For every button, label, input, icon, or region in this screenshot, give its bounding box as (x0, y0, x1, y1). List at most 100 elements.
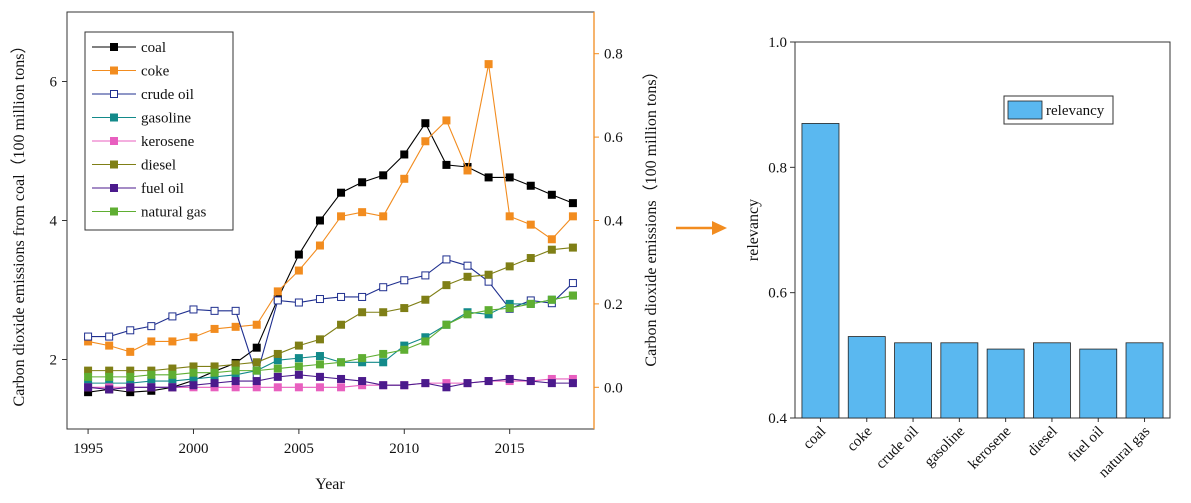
data-point (337, 358, 346, 367)
line-chart-legend: coal coke crude oil gasoline kerosene diesel f… (84, 31, 234, 231)
line-chart-series (84, 60, 577, 397)
x-axis-title: Year (315, 476, 345, 493)
data-point (463, 310, 472, 319)
legend-box (84, 31, 234, 231)
data-point (337, 374, 346, 383)
bar (940, 342, 979, 419)
data-point (358, 377, 367, 386)
legend-label: diesel (141, 158, 176, 174)
data-point (189, 381, 198, 390)
data-point (568, 279, 577, 288)
legend-marker (110, 207, 118, 216)
data-point (421, 295, 430, 304)
data-point (484, 60, 493, 69)
y2-tick-label: 0.6 (604, 130, 623, 146)
data-point (568, 199, 577, 208)
y2-axis-title: Carbon dioxide emissions（100 million ton… (642, 63, 660, 366)
y2-tick-label: 0.8 (604, 47, 623, 63)
data-point (189, 368, 198, 377)
legend-label: kerosene (141, 134, 195, 150)
x-tick-label: 2010 (389, 441, 419, 457)
data-point (379, 212, 388, 221)
data-point (315, 335, 324, 344)
data-point (400, 276, 409, 285)
bar (847, 336, 886, 419)
legend-label: gasoline (141, 111, 191, 127)
series-coke (84, 60, 577, 356)
data-point (315, 216, 324, 225)
data-point (463, 272, 472, 281)
x-tick-label: 1995 (73, 441, 103, 457)
legend-marker (110, 184, 118, 192)
data-point (189, 305, 198, 314)
data-point (294, 250, 303, 259)
data-point (463, 261, 472, 270)
legend-label: crude oil (141, 87, 194, 103)
data-point (231, 366, 240, 375)
data-point (547, 190, 556, 199)
data-point (547, 245, 556, 254)
data-point (315, 352, 324, 361)
legend-marker (110, 90, 118, 98)
bar-y-tick-label: 0.6 (768, 286, 787, 302)
data-point (421, 137, 430, 146)
bar-x-tick-label: fuel oil (1065, 424, 1107, 466)
data-point (84, 332, 93, 341)
bar (894, 342, 932, 419)
data-point (337, 292, 346, 301)
data-point (484, 306, 493, 315)
data-point (421, 271, 430, 280)
data-point (105, 332, 114, 341)
y-tick-label: 2 (50, 353, 58, 369)
data-point (147, 337, 156, 346)
bar (801, 123, 840, 419)
data-point (231, 306, 240, 315)
x-tick-label: 2015 (495, 441, 525, 457)
data-point (442, 281, 451, 290)
data-point (547, 379, 556, 388)
data-point (568, 291, 577, 300)
data-point (252, 343, 261, 352)
data-point (484, 270, 493, 279)
data-point (231, 322, 240, 331)
line-chart-ticks: 1995 2000 2005 2010 2015 2 4 6 0.0 0.2 0.4 0.6 0.8 (50, 47, 624, 457)
data-point (400, 345, 409, 354)
data-point (294, 383, 303, 392)
data-point (358, 308, 367, 317)
arrow-head (712, 221, 727, 235)
bar-x-tick-label: coke (844, 423, 876, 455)
data-point (442, 116, 451, 125)
data-point (442, 383, 451, 392)
bar (1079, 348, 1118, 419)
data-point (400, 381, 409, 390)
data-point (379, 171, 388, 180)
data-point (547, 295, 556, 304)
data-point (315, 295, 324, 304)
bar (986, 348, 1025, 419)
data-point (442, 160, 451, 169)
data-point (147, 383, 156, 392)
data-point (126, 347, 135, 356)
bar-legend-label: relevancy (1046, 103, 1105, 119)
data-point (358, 292, 367, 301)
data-point (105, 341, 114, 350)
data-point (294, 341, 303, 350)
data-point (547, 235, 556, 244)
data-point (505, 304, 514, 313)
legend-marker (110, 160, 118, 169)
data-point (358, 208, 367, 217)
legend-marker (110, 113, 118, 122)
data-point (294, 370, 303, 379)
data-point (484, 277, 493, 286)
data-point (526, 299, 535, 308)
x-tick-label: 2005 (284, 441, 314, 457)
bar-x-tick-label: coal (800, 424, 829, 453)
data-point (273, 287, 282, 296)
bar-chart-bars (801, 123, 1164, 419)
legend-marker (110, 66, 118, 75)
data-point (400, 304, 409, 313)
series-crude-oil (84, 255, 577, 380)
